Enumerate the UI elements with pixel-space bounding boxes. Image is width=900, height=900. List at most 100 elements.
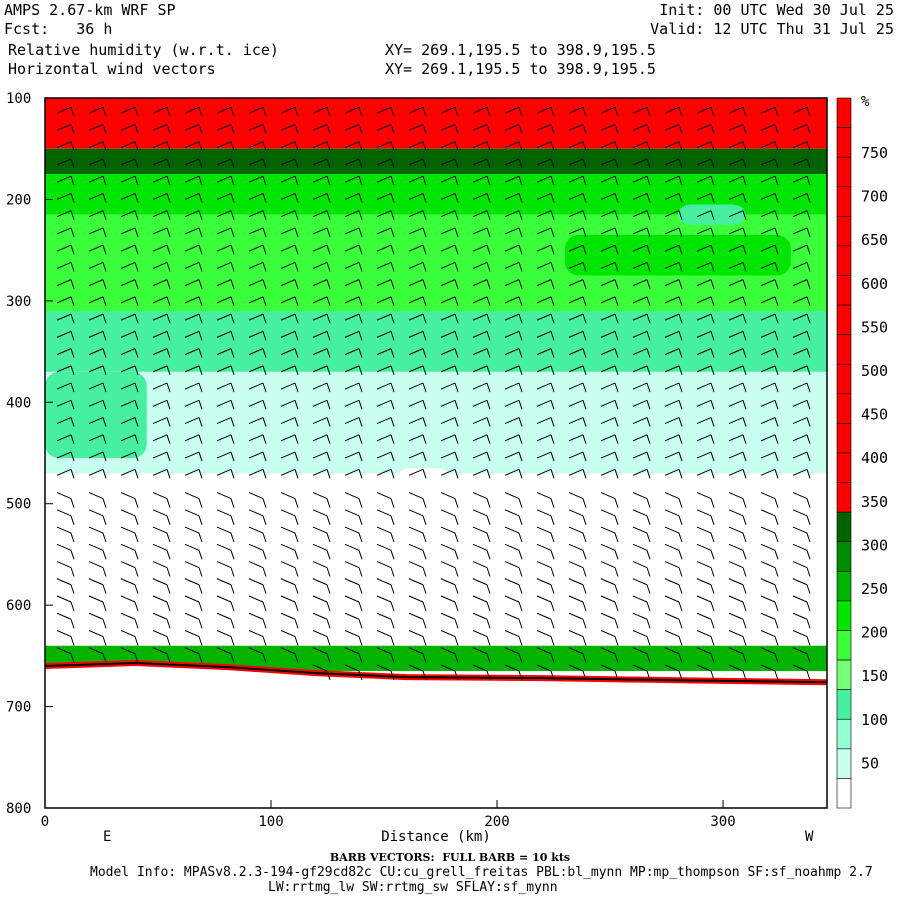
wind-barb (792, 647, 811, 663)
wind-barb (600, 244, 619, 255)
wind-barb (152, 543, 171, 560)
wind-barb (440, 578, 459, 594)
wind-barb (760, 664, 779, 681)
wind-barb (504, 296, 523, 307)
wind-barb (216, 382, 235, 393)
wind-barb (760, 399, 779, 410)
wind-barb (312, 348, 331, 358)
wind-barb (504, 612, 523, 629)
wind-barb (600, 192, 619, 203)
wind-barb (408, 434, 427, 444)
wind-barb (88, 123, 107, 134)
wind-barb (472, 348, 491, 358)
wind-barb (760, 158, 779, 169)
wind-barb (280, 578, 299, 594)
xy-line-1: XY= 269.1,195.5 to 398.9,195.5 (385, 41, 656, 59)
wind-barb (664, 434, 683, 444)
wind-barb (728, 330, 747, 341)
wind-barb (696, 451, 715, 462)
wind-barb (344, 612, 363, 629)
wind-barb (280, 595, 299, 612)
wind-barb (440, 141, 459, 151)
wind-barb (536, 382, 555, 393)
wind-barb (440, 365, 459, 376)
wind-barb (440, 595, 459, 612)
wind-barb (120, 296, 139, 307)
wind-barb (248, 296, 267, 307)
wind-barb (120, 348, 139, 358)
wind-barb (536, 664, 555, 681)
wind-barb (408, 123, 427, 134)
wind-barb (632, 434, 651, 444)
wind-barb (152, 313, 171, 324)
wind-barb (600, 578, 619, 594)
wind-barb (88, 382, 107, 393)
wind-barb (312, 192, 331, 203)
wind-barb (56, 399, 75, 410)
wind-barb (376, 175, 395, 186)
colorbar-label: 350 (861, 493, 888, 511)
wind-barb (728, 434, 747, 444)
wind-barb (120, 647, 139, 663)
wind-barb (280, 543, 299, 560)
wind-barb (664, 158, 683, 169)
wind-barb (792, 630, 811, 646)
wind-barb (88, 595, 107, 612)
wind-barb (600, 492, 619, 508)
wind-barb (536, 543, 555, 560)
wind-barb (280, 123, 299, 134)
colorbar-box (836, 334, 852, 365)
wind-barb (184, 141, 203, 151)
barb-legend: BARB VECTORS: FULL BARB = 10 kts (329, 851, 571, 864)
wind-barb (600, 595, 619, 612)
rh-patch-west (45, 371, 147, 459)
wind-barb (88, 210, 107, 220)
wind-barb (536, 296, 555, 307)
wind-barb (344, 526, 363, 543)
colorbar-label: 200 (861, 624, 888, 642)
wind-barb (440, 468, 459, 479)
field-name-2: Horizontal wind vectors (8, 60, 216, 78)
wind-barb (152, 158, 171, 169)
wind-barb (376, 210, 395, 220)
wind-barb (216, 279, 235, 289)
wind-barb (56, 451, 75, 462)
wind-barb (344, 365, 363, 376)
x-tick-label: 300 (710, 814, 735, 830)
wind-barb (184, 647, 203, 663)
wind-barb (408, 296, 427, 307)
wind-barb (536, 578, 555, 594)
wind-barb (120, 158, 139, 169)
wind-barb (184, 526, 203, 543)
wind-barb (344, 647, 363, 663)
wind-barb (440, 192, 459, 203)
wind-barb (408, 664, 427, 681)
wind-barb (536, 451, 555, 462)
y-tick-label: 800 (6, 801, 31, 817)
terrain-fill (45, 662, 827, 808)
wind-barb (120, 561, 139, 577)
wind-barb (696, 382, 715, 393)
wind-barb (792, 434, 811, 444)
wind-barb (632, 382, 651, 393)
wind-barb (664, 365, 683, 376)
wind-barb (216, 561, 235, 577)
wind-barb (728, 227, 747, 238)
wind-barb (56, 526, 75, 543)
wind-barb (184, 348, 203, 358)
wind-barb (88, 313, 107, 324)
wind-barb (56, 106, 75, 117)
wind-barb (792, 612, 811, 629)
wind-barb (472, 509, 491, 525)
wind-barb (376, 399, 395, 410)
wind-barb (248, 451, 267, 462)
wind-barb (568, 330, 587, 341)
wind-barb (88, 158, 107, 169)
wind-barb (792, 417, 811, 427)
wind-barb (504, 210, 523, 220)
wind-barb (152, 348, 171, 358)
wind-barb (600, 365, 619, 376)
wind-barb (632, 192, 651, 203)
wind-barb (344, 296, 363, 307)
wind-barb (408, 141, 427, 151)
